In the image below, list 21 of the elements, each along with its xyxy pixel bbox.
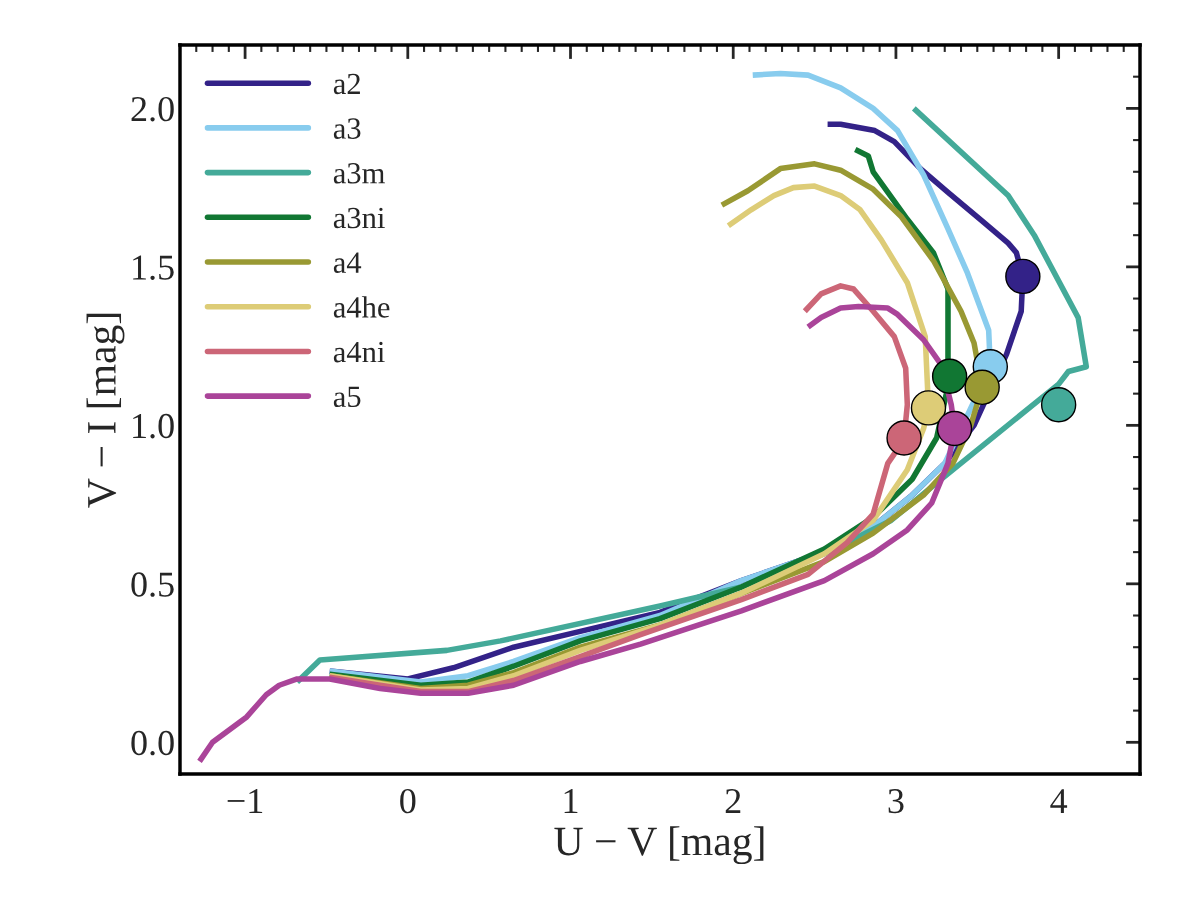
y-tick-label: 0.0	[131, 730, 174, 756]
legend-label: a4he	[333, 296, 390, 318]
legend-label: a2	[333, 73, 360, 95]
y-tick-label: 2.0	[131, 96, 174, 122]
x-tick-label: 3	[888, 789, 904, 814]
y-tick-label: 0.5	[131, 572, 174, 597]
x-tick-label: −1	[227, 789, 263, 813]
y-axis-title: V − I [mag]	[86, 313, 125, 508]
legend-label: a3	[333, 118, 361, 139]
x-tick-label: 0	[400, 788, 416, 814]
legend-label: a3m	[333, 163, 385, 184]
y-tick-label: 1.0	[133, 413, 174, 439]
legend-label: a4ni	[333, 341, 385, 363]
x-axis-title: U − V [mag]	[554, 826, 764, 865]
x-tick-label: 4	[1050, 789, 1068, 813]
x-tick-label: 2	[725, 789, 741, 813]
y-tick-label: 1.5	[133, 255, 174, 280]
legend-label: a5	[333, 386, 361, 408]
legend-label: a3ni	[333, 207, 385, 229]
x-tick-label: 1	[564, 789, 578, 813]
legend-label: a4	[333, 252, 362, 273]
